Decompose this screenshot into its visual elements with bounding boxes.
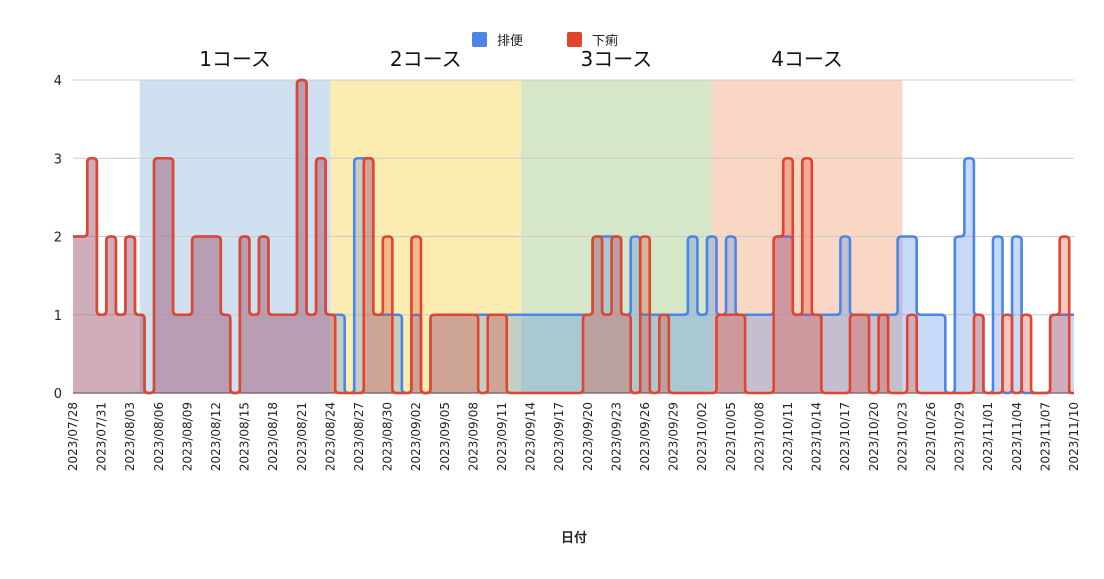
x-axis-ticks: 2023/07/28 2023/07/31 2023/08/03 2023/08/06… [66, 402, 1081, 471]
x-tick-label: 2023/11/04 [1010, 402, 1024, 471]
x-tick-label: 2023/07/31 [95, 402, 109, 471]
y-tick-label-3: 3 [54, 152, 62, 167]
x-tick-label: 2023/08/15 [238, 402, 252, 471]
y-tick-label-1: 1 [54, 309, 62, 324]
x-tick-label: 2023/08/06 [152, 402, 166, 471]
x-tick-label: 2023/10/05 [724, 402, 738, 471]
x-tick-label: 2023/10/26 [924, 402, 938, 471]
legend: 排便 下痢 [472, 32, 618, 49]
course-label-3: 3コース [581, 47, 653, 71]
legend-label-2: 下痢 [592, 33, 618, 49]
x-tick-label: 2023/09/11 [495, 402, 509, 471]
x-tick-label: 2023/08/21 [295, 402, 309, 471]
x-tick-label: 2023/08/09 [180, 402, 194, 471]
legend-swatch-1 [472, 32, 487, 47]
course-labels: 1コース 2コース 3コース 4コース [199, 47, 843, 71]
x-tick-label: 2023/10/20 [867, 402, 881, 471]
x-tick-label: 2023/09/05 [438, 402, 452, 471]
x-tick-label: 2023/08/03 [123, 402, 137, 471]
x-axis-title: 日付 [561, 530, 587, 546]
x-tick-label: 2023/08/27 [352, 402, 366, 471]
y-tick-label-2: 2 [54, 231, 62, 246]
x-tick-label: 2023/08/12 [209, 402, 223, 471]
x-tick-label: 2023/10/02 [695, 402, 709, 471]
x-tick-label: 2023/10/29 [953, 402, 967, 471]
y-axis-ticks: 0 1 2 3 4 [54, 74, 62, 402]
x-tick-label: 2023/09/29 [667, 402, 681, 471]
x-tick-label: 2023/11/07 [1038, 402, 1052, 471]
y-tick-label-0: 0 [54, 387, 62, 402]
legend-swatch-2 [567, 32, 582, 47]
x-tick-label: 2023/08/30 [381, 402, 395, 471]
x-tick-label: 2023/09/26 [638, 402, 652, 471]
x-tick-label: 2023/08/24 [323, 402, 337, 471]
x-tick-label: 2023/10/08 [752, 402, 766, 471]
x-tick-label: 2023/07/28 [66, 402, 80, 471]
x-tick-label: 2023/09/17 [552, 402, 566, 471]
x-tick-label: 2023/10/14 [810, 402, 824, 471]
x-tick-label: 2023/11/10 [1067, 402, 1081, 471]
x-tick-label: 2023/10/17 [838, 402, 852, 471]
x-tick-label: 2023/09/02 [409, 402, 423, 471]
series-layer [73, 78, 1074, 395]
course-label-4: 4コース [771, 47, 843, 71]
x-tick-label: 2023/09/08 [466, 402, 480, 471]
series-area-2 [73, 80, 1074, 393]
y-tick-label-4: 4 [54, 74, 62, 89]
x-tick-label: 2023/09/14 [524, 402, 538, 471]
x-tick-label: 2023/09/20 [581, 402, 595, 471]
x-tick-label: 2023/10/23 [895, 402, 909, 471]
course-label-2: 2コース [390, 47, 462, 71]
course-label-1: 1コース [199, 47, 271, 71]
x-tick-label: 2023/10/11 [781, 402, 795, 471]
x-tick-label: 2023/09/23 [609, 402, 623, 471]
series-line-2 [73, 78, 1074, 395]
legend-label-1: 排便 [497, 34, 523, 49]
x-tick-label: 2023/11/01 [981, 402, 995, 471]
x-tick-label: 2023/08/18 [266, 402, 280, 471]
